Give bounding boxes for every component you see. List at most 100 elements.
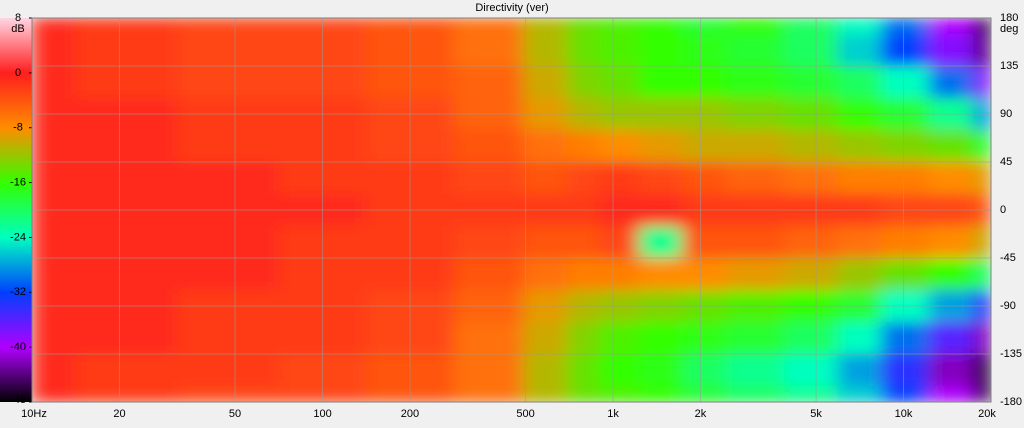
heat-cell <box>177 386 280 402</box>
heat-cell <box>726 162 785 195</box>
heat-cell <box>453 322 524 355</box>
y-tick-label: -45 <box>1000 252 1016 264</box>
heat-cell <box>75 162 178 195</box>
heat-cell <box>929 162 974 195</box>
heat-cell <box>453 354 524 387</box>
heat-cell <box>972 130 991 163</box>
colorbar-tick-label: -8 <box>13 122 23 134</box>
heat-cell <box>566 322 600 355</box>
x-tick-label: 20k <box>978 408 996 420</box>
heat-cell <box>837 226 882 259</box>
heat-cell <box>881 18 930 35</box>
heat-cell <box>726 130 785 163</box>
heat-cell <box>638 18 683 35</box>
heat-cell <box>598 354 640 387</box>
heat-cell <box>177 66 280 99</box>
heat-cell <box>837 130 882 163</box>
heat-cell <box>972 18 991 35</box>
colorbar-tick-label: -48 <box>10 394 26 406</box>
heat-cell <box>32 322 77 355</box>
heat-cell <box>682 322 727 355</box>
y-tick-label: 90 <box>1000 108 1012 120</box>
heat-cell <box>682 226 727 259</box>
heat-cell <box>523 18 568 35</box>
y-tick-label: -90 <box>1000 300 1016 312</box>
heat-cell <box>972 354 991 387</box>
heat-cell <box>523 130 568 163</box>
heat-cell <box>177 258 280 291</box>
y-tick-label: 0 <box>1000 204 1006 216</box>
y-tick-label: 180 <box>1000 12 1018 24</box>
colorbar <box>0 18 32 402</box>
x-tick-label: 1k <box>607 408 619 420</box>
heat-cell <box>929 18 974 35</box>
heat-cell <box>638 386 683 402</box>
heat-cell <box>837 386 882 402</box>
colorbar-tick-label: 0 <box>15 67 21 79</box>
heat-cell <box>75 18 178 35</box>
heat-cell <box>972 386 991 402</box>
heat-cell <box>881 258 930 291</box>
heat-cell <box>881 354 930 387</box>
x-tick-label: 5k <box>810 408 822 420</box>
heat-cell <box>726 322 785 355</box>
heat-cell <box>453 66 524 99</box>
colorbar-tick-label: 8 <box>15 12 21 24</box>
heat-cell <box>638 130 683 163</box>
heat-cell <box>929 354 974 387</box>
heat-cell <box>837 34 882 67</box>
x-tick-label: 10Hz <box>21 408 47 420</box>
heat-cell <box>75 354 178 387</box>
heat-cell <box>453 226 524 259</box>
heat-cell <box>783 34 838 67</box>
heat-cell <box>837 162 882 195</box>
heat-cell <box>453 258 524 291</box>
heat-cell <box>881 34 930 67</box>
heat-cell <box>726 226 785 259</box>
heat-cell <box>783 258 838 291</box>
colorbar-tick-label: -32 <box>10 286 26 298</box>
heat-cell <box>177 322 280 355</box>
heat-cell <box>177 226 280 259</box>
heat-cell <box>837 18 882 35</box>
x-tick-label: 50 <box>229 408 241 420</box>
heat-cell <box>682 354 727 387</box>
heat-cell <box>598 66 640 99</box>
heat-cell <box>783 130 838 163</box>
x-tick-label: 500 <box>516 408 534 420</box>
heat-cell <box>972 34 991 67</box>
heat-cell <box>837 258 882 291</box>
heat-cell <box>598 18 640 35</box>
heat-cell <box>32 386 77 402</box>
heat-cell <box>638 162 683 195</box>
heat-cell <box>682 34 727 67</box>
heat-cell <box>598 386 640 402</box>
heat-cell <box>75 34 178 67</box>
heat-cell <box>726 18 785 35</box>
heat-cell <box>566 258 600 291</box>
heat-cell <box>598 322 640 355</box>
heat-cell <box>638 322 683 355</box>
heat-cell <box>566 34 600 67</box>
heat-cell <box>523 162 568 195</box>
heat-cell <box>881 386 930 402</box>
heat-cell <box>638 34 683 67</box>
heat-cell <box>566 354 600 387</box>
heat-cell <box>523 386 568 402</box>
heat-cell <box>177 18 280 35</box>
heat-cell <box>523 226 568 259</box>
heat-cell <box>881 226 930 259</box>
heat-cell <box>726 34 785 67</box>
heat-cell <box>32 354 77 387</box>
heat-cell <box>682 66 727 99</box>
heat-cell <box>929 386 974 402</box>
heat-cell <box>523 354 568 387</box>
heat-cell <box>972 226 991 259</box>
heat-cell <box>566 18 600 35</box>
heat-cell <box>881 66 930 99</box>
heat-cell <box>783 226 838 259</box>
heat-cell <box>972 66 991 99</box>
heat-cell <box>75 258 178 291</box>
